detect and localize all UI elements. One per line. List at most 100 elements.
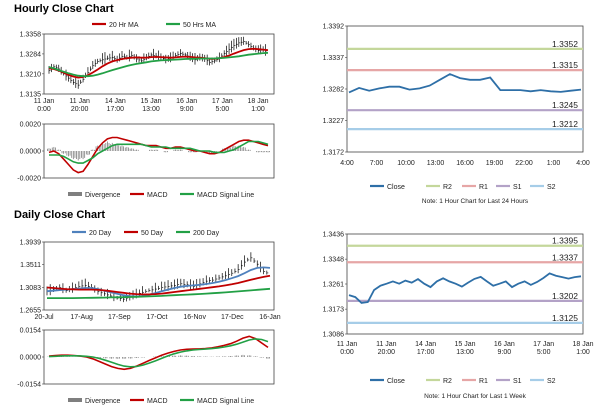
hourly-24h-xtick: 19:00: [486, 160, 504, 167]
hourly-24h-chart: 1.3392 1.3337 1.3282 1.3227 1.3172 1.3352 1.33…: [323, 24, 590, 206]
daily-macd-legend-divergence-swatch: [68, 398, 82, 402]
hourly-24h-ytick: 1.3337: [323, 55, 345, 62]
hourly-24h-xtick: 16:00: [456, 160, 474, 167]
hourly-24h-xtick: 10:00: [397, 160, 415, 167]
hourly-24h-legend-close-label: Close: [387, 184, 405, 191]
daily-week-xtick: 18 Jan: [572, 341, 593, 348]
daily-week-xtick: 20:00: [378, 349, 396, 356]
hourly-macd-ytick: 0.0000: [20, 149, 42, 156]
daily-macd-ytick: 0.0000: [20, 355, 42, 362]
daily-week-ytick: 1.3348: [323, 257, 345, 264]
hourly-price-ytick: 1.3284: [20, 51, 42, 58]
hourly-24h-ytick: 1.3172: [323, 150, 345, 157]
daily-price-xtick: 17-Dec: [221, 314, 244, 321]
hourly-50hr-ma-line: [48, 51, 269, 78]
daily-macd-ytick: 0.0154: [20, 328, 42, 335]
hourly-macd-legend-macd-label: MACD: [147, 192, 168, 199]
hourly-24h-xtick: 4:00: [340, 160, 354, 167]
daily-week-ytick: 1.3261: [323, 282, 345, 289]
hourly-price-plot-area: [43, 33, 275, 95]
legend-50hr-ma-label: 50 Hrs MA: [183, 22, 216, 29]
daily-week-legend-r2-label: R2: [443, 378, 452, 385]
daily-week-xtick: 0:00: [340, 349, 354, 356]
daily-50day-line: [46, 274, 271, 296]
daily-week-close-line: [348, 272, 582, 304]
hourly-price-ytick: 1.3135: [20, 92, 42, 99]
hourly-price-xtick: 14 Jan: [105, 98, 126, 105]
daily-week-level-label-r2: 1.3395: [552, 236, 578, 246]
hourly-24h-note: Note: 1 Hour Chart for Last 24 Hours: [422, 198, 529, 205]
hourly-24h-legend-s2-label: S2: [547, 184, 556, 191]
legend-50day-label: 50 Day: [141, 230, 164, 237]
hourly-macd-legend-divergence-swatch: [68, 192, 82, 196]
daily-week-ytick: 1.3086: [323, 332, 345, 339]
daily-price-xtick: 16-Nov: [183, 314, 206, 321]
hourly-price-xtick: 11 Jan: [34, 98, 55, 105]
hourly-price-xtick: 1:00: [251, 106, 265, 113]
daily-week-xtick: 13:00: [456, 349, 474, 356]
daily-macd-legend-signal-label: MACD Signal Line: [197, 398, 254, 405]
daily-week-xtick: 16 Jan: [494, 341, 515, 348]
hourly-price-xtick: 17:00: [107, 106, 125, 113]
hourly-24h-level-label-s1: 1.3245: [552, 100, 578, 110]
daily-week-ytick: 1.3173: [323, 307, 345, 314]
hourly-24h-xtick: 13:00: [427, 160, 445, 167]
daily-week-xtick: 1:00: [576, 349, 590, 356]
hourly-24h-ytick: 1.3282: [323, 87, 345, 94]
hourly-price-xtick: 13:00: [142, 106, 160, 113]
daily-price-ytick: 1.3083: [20, 285, 42, 292]
hourly-price-xtick: 20:00: [71, 106, 89, 113]
hourly-price-xtick: 11 Jan: [69, 98, 90, 105]
daily-price-xtick: 17-Aug: [70, 314, 93, 321]
daily-week-xtick: 15 Jan: [454, 341, 475, 348]
hourly-24h-close-line: [348, 73, 582, 94]
hourly-24h-legend-r1-label: R1: [479, 184, 488, 191]
daily-week-xtick: 9:00: [498, 349, 512, 356]
daily-macd-chart: 0.0154 0.0000 -0.0154 Divergence MACD MACD Si…: [17, 328, 275, 405]
daily-week-note: Note: 1 Hour Chart for Last 1 Week: [424, 393, 527, 400]
hourly-24h-legend-r2-label: R2: [443, 184, 452, 191]
daily-week-xtick: 11 Jan: [337, 341, 358, 348]
daily-week-level-label-s2: 1.3125: [552, 313, 578, 323]
daily-week-xtick: 17:00: [417, 349, 435, 356]
daily-macd-legend-macd-label: MACD: [147, 398, 168, 405]
hourly-24h-xtick: 7:00: [370, 160, 384, 167]
daily-week-ytick: 1.3436: [323, 232, 345, 239]
hourly-price-xtick: 17 Jan: [212, 98, 233, 105]
daily-week-xtick: 11 Jan: [376, 341, 397, 348]
daily-week-xtick: 17 Jan: [533, 341, 554, 348]
hourly-price-xtick: 18 Jan: [247, 98, 268, 105]
daily-20day-line: [46, 266, 271, 298]
hourly-24h-ytick: 1.3227: [323, 118, 345, 125]
daily-macd-ytick: -0.0154: [17, 382, 41, 389]
legend-20hr-ma-label: 20 Hr MA: [109, 22, 139, 29]
daily-week-legend-s2-label: S2: [547, 378, 556, 385]
daily-week-level-label-s1: 1.3202: [552, 291, 578, 301]
hourly-price-xtick: 0:00: [37, 106, 51, 113]
daily-200day-line: [47, 287, 271, 299]
daily-week-level-label-r1: 1.3337: [552, 252, 578, 262]
hourly-24h-level-label-r2: 1.3352: [552, 39, 578, 49]
daily-week-legend-s1-label: S1: [513, 378, 522, 385]
hourly-price-xtick: 16 Jan: [176, 98, 197, 105]
legend-20day-label: 20 Day: [89, 230, 112, 237]
hourly-price-ytick: 1.3358: [20, 32, 42, 39]
daily-macd-legend-divergence-label: Divergence: [85, 398, 121, 405]
hourly-macd-legend-divergence-label: Divergence: [85, 192, 121, 199]
daily-section-title: Daily Close Chart: [14, 209, 106, 221]
daily-price-xtick: 17-Sep: [108, 314, 131, 321]
hourly-24h-ytick: 1.3392: [323, 24, 345, 31]
hourly-macd-chart: 0.0020 0.0000 -0.0020 Divergence MACD MACD Si…: [17, 122, 275, 199]
daily-week-legend-close-label: Close: [387, 378, 405, 385]
hourly-24h-xtick: 4:00: [576, 160, 590, 167]
hourly-24h-plot-area: [346, 25, 584, 153]
daily-week-xtick: 5:00: [537, 349, 551, 356]
hourly-macd-ytick: 0.0020: [20, 122, 42, 129]
hourly-price-xtick: 5:00: [216, 106, 230, 113]
hourly-macd-signal-line: [49, 140, 269, 164]
daily-week-xtick: 14 Jan: [415, 341, 436, 348]
hourly-24h-xtick: 22:00: [515, 160, 533, 167]
daily-week-chart: 1.3436 1.3348 1.3261 1.3173 1.3086 1.3395 1.33…: [323, 232, 594, 401]
daily-macd-signal-line: [48, 338, 269, 368]
